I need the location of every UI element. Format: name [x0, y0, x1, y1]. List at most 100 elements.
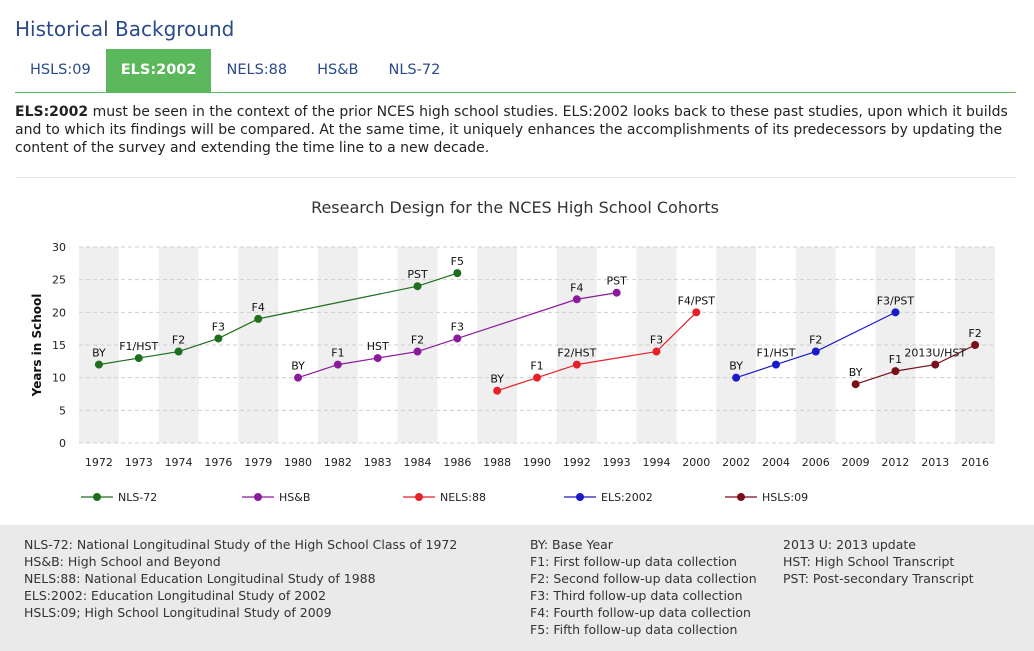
data-label: F1: [889, 353, 902, 366]
x-tick-label: 1972: [85, 456, 113, 469]
data-label: BY: [490, 373, 504, 386]
glossary-other-item: HST: High School Transcript: [783, 554, 955, 569]
data-point: [572, 295, 581, 304]
legend-marker: [737, 493, 745, 501]
x-tick-label: 1990: [523, 456, 551, 469]
series-line: [855, 344, 976, 385]
y-tick-label: 5: [59, 404, 66, 417]
data-point: [891, 367, 900, 376]
grid-band: [238, 247, 279, 443]
data-label: BY: [92, 347, 106, 360]
data-point: [652, 347, 661, 356]
tab-els2002[interactable]: ELS:2002: [105, 49, 212, 92]
data-point: [94, 360, 103, 369]
data-point: [373, 354, 382, 363]
x-tick-label: 1994: [642, 456, 670, 469]
grid-band: [477, 247, 518, 443]
x-tick-label: 1984: [404, 456, 432, 469]
grid-band: [317, 247, 358, 443]
data-label: F1: [530, 360, 543, 373]
tab-nels88[interactable]: NELS:88: [226, 62, 288, 78]
x-tick-label: 2009: [842, 456, 870, 469]
data-label: PST: [606, 275, 627, 288]
legend-marker: [415, 493, 423, 501]
x-tick-label: 1982: [324, 456, 352, 469]
x-tick-label: 1973: [125, 456, 153, 469]
glossary-study-item: NLS-72: National Longitudinal Study of t…: [24, 537, 458, 552]
legend-label: NELS:88: [440, 491, 486, 504]
glossary-waves: BY: Base Year F1: First follow-up data co…: [530, 536, 757, 638]
glossary-studies: NLS-72: National Longitudinal Study of t…: [24, 536, 457, 621]
grid-band: [716, 247, 757, 443]
data-label: F3/PST: [877, 294, 915, 307]
data-label: F2: [809, 334, 822, 347]
x-tick-label: 1993: [603, 456, 631, 469]
data-label: F2/HST: [557, 347, 596, 360]
glossary-other-item: 2013 U: 2013 update: [783, 537, 916, 552]
glossary-panel: NLS-72: National Longitudinal Study of t…: [0, 525, 1034, 651]
data-point: [811, 347, 820, 356]
data-label: F4: [252, 301, 265, 314]
glossary-study-item: ELS:2002: Education Longitudinal Study o…: [24, 588, 327, 603]
data-label: F2: [172, 334, 185, 347]
data-point: [254, 314, 263, 323]
data-point: [692, 308, 701, 317]
legend-label: ELS:2002: [601, 491, 653, 504]
data-point: [931, 360, 940, 369]
x-tick-label: 2004: [762, 456, 790, 469]
tab-bar: HSLS:09 ELS:2002 NELS:88 HS&B NLS-72: [15, 49, 1016, 93]
tab-hsls09[interactable]: HSLS:09: [30, 62, 91, 78]
intro-paragraph: ELS:2002 must be seen in the context of …: [15, 103, 1020, 157]
data-point: [493, 386, 502, 395]
x-tick-label: 2002: [722, 456, 750, 469]
x-tick-label: 2000: [682, 456, 710, 469]
page-title: Historical Background: [15, 17, 235, 41]
x-tick-label: 1986: [443, 456, 471, 469]
glossary-study-item: HSLS:09; High School Longitudinal Study …: [24, 605, 332, 620]
legend-label: HS&B: [279, 491, 310, 504]
glossary-other: 2013 U: 2013 update HST: High School Tran…: [783, 536, 974, 587]
data-label: F3: [451, 320, 464, 333]
glossary-study-item: NELS:88: National Education Longitudinal…: [24, 571, 376, 586]
x-tick-label: 1979: [244, 456, 272, 469]
tab-nls72[interactable]: NLS-72: [388, 62, 441, 78]
data-point: [174, 347, 183, 356]
intro-bold-study: ELS:2002: [15, 104, 89, 120]
data-point: [851, 380, 860, 389]
chart-title: Research Design for the NCES High School…: [311, 198, 719, 217]
data-label: F1/HST: [119, 340, 158, 353]
data-point: [333, 360, 342, 369]
data-point: [891, 308, 900, 317]
x-tick-label: 1992: [563, 456, 591, 469]
x-tick-label: 2013: [921, 456, 949, 469]
glossary-study-item: HS&B: High School and Beyond: [24, 554, 221, 569]
tab-hsb[interactable]: HS&B: [317, 62, 359, 78]
data-point: [413, 347, 422, 356]
data-point: [732, 373, 741, 382]
legend-label: NLS-72: [118, 491, 157, 504]
x-tick-label: 1980: [284, 456, 312, 469]
data-point: [294, 373, 303, 382]
y-tick-label: 10: [52, 372, 66, 385]
data-label: F5: [451, 255, 464, 268]
legend-marker: [93, 493, 101, 501]
intro-text: must be seen in the context of the prior…: [15, 104, 1008, 156]
grid-band: [875, 247, 916, 443]
data-point: [612, 288, 621, 297]
x-tick-label: 1976: [204, 456, 232, 469]
legend-label: HSLS:09: [762, 491, 808, 504]
x-tick-label: 2006: [802, 456, 830, 469]
data-label: F3: [212, 320, 225, 333]
series-line: [735, 311, 896, 379]
data-label: F1/HST: [756, 347, 795, 360]
glossary-other-item: PST: Post-secondary Transcript: [783, 571, 974, 586]
data-point: [453, 269, 462, 278]
data-point: [771, 360, 780, 369]
glossary-wave-item: F5: Fifth follow-up data collection: [530, 622, 738, 637]
data-label: F4/PST: [678, 294, 716, 307]
data-point: [453, 334, 462, 343]
data-label: F4: [570, 281, 583, 294]
x-tick-label: 2016: [961, 456, 989, 469]
data-point: [413, 282, 422, 291]
data-point: [134, 354, 143, 363]
